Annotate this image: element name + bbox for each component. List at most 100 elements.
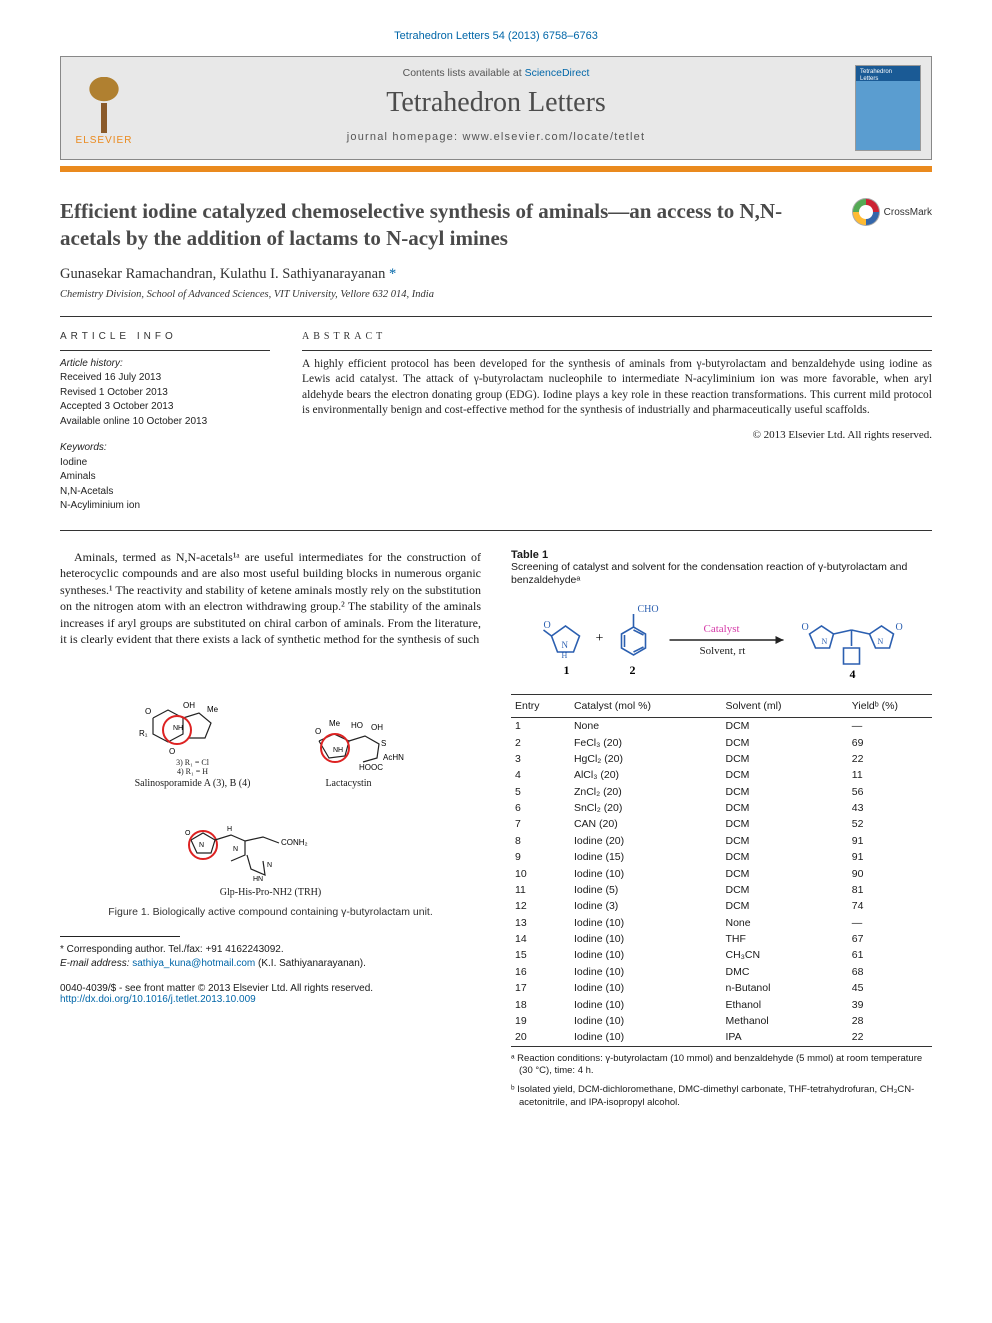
body-two-col: Aminals, termed as N,N-acetals¹ᵃ are use… (60, 549, 932, 1110)
svg-text:H: H (562, 651, 568, 660)
figure-1: OH O O Me R₁ NH 3) R₁ = Cl 4) R₁ = H Sal… (60, 668, 481, 918)
table-cell: 81 (848, 882, 932, 898)
issn-line: 0040-4039/$ - see front matter © 2013 El… (60, 983, 481, 1005)
table-cell: DCM (721, 751, 847, 767)
svg-text:O: O (896, 622, 903, 633)
table-cell: Iodine (10) (570, 915, 722, 931)
rule-bottom (60, 530, 932, 531)
table-cell: 7 (511, 816, 570, 832)
table-cell: Iodine (10) (570, 1013, 722, 1029)
table-1: Entry Catalyst (mol %) Solvent (ml) Yiel… (511, 694, 932, 1047)
info-abstract-row: article info Article history: Received 1… (60, 323, 932, 514)
table-cell: 2 (511, 734, 570, 750)
right-col: Table 1 Screening of catalyst and solven… (511, 549, 932, 1110)
page-root: Tetrahedron Letters 54 (2013) 6758–6763 … (0, 0, 992, 1150)
table-cell: SnCl₂ (20) (570, 800, 722, 816)
table-row: 1NoneDCM— (511, 718, 932, 735)
table-cell: 20 (511, 1029, 570, 1046)
keywords-list: Iodine Aminals N,N-Acetals N-Acyliminium… (60, 456, 270, 514)
svg-text:HN: HN (253, 876, 263, 883)
svg-text:N: N (267, 862, 272, 869)
svg-text:Me: Me (329, 719, 341, 728)
table-cell: DCM (721, 800, 847, 816)
col-solvent: Solvent (ml) (721, 695, 847, 718)
table-cell: DCM (721, 833, 847, 849)
history-revised: Revised 1 October 2013 (60, 387, 168, 398)
table-cell: 68 (848, 964, 932, 980)
table-cell: Iodine (3) (570, 898, 722, 914)
svg-text:H: H (227, 826, 232, 833)
svg-text:HOOC: HOOC (359, 763, 383, 772)
email-label: E-mail address: (60, 958, 132, 969)
table-cell: Iodine (10) (570, 964, 722, 980)
table-cell: — (848, 915, 932, 931)
title-row: Efficient iodine catalyzed chemoselectiv… (60, 198, 932, 252)
mol3-name: Glp-His-Pro-NH2 (TRH) (171, 887, 371, 898)
table-cell: DCM (721, 784, 847, 800)
table-cell: THF (721, 931, 847, 947)
table-cell: Iodine (10) (570, 1029, 722, 1046)
top-citation: Tetrahedron Letters 54 (2013) 6758–6763 (60, 30, 932, 42)
journal-cover-thumb (855, 65, 921, 151)
article-info-heading: article info (60, 331, 270, 342)
table-cell: 15 (511, 947, 570, 963)
figure-row-1: OH O O Me R₁ NH 3) R₁ = Cl 4) R₁ = H Sal… (60, 668, 481, 789)
col-catalyst: Catalyst (mol %) (570, 695, 722, 718)
article-title: Efficient iodine catalyzed chemoselectiv… (60, 198, 836, 252)
sciencedirect-link[interactable]: ScienceDirect (525, 67, 590, 79)
cover-thumb-box (845, 57, 931, 159)
table-cell: Iodine (10) (570, 996, 722, 1012)
table-cell: 43 (848, 800, 932, 816)
table-cell: CAN (20) (570, 816, 722, 832)
molecule-trh: N O H N CONH₂ HN N (171, 795, 371, 898)
doi-link[interactable]: http://dx.doi.org/10.1016/j.tetlet.2013.… (60, 994, 256, 1005)
svg-text:NH: NH (333, 747, 343, 754)
history-online: Available online 10 October 2013 (60, 416, 207, 427)
scheme-solvent: Solvent, rt (700, 645, 746, 657)
table-cell: 56 (848, 784, 932, 800)
journal-name: Tetrahedron Letters (147, 87, 845, 119)
scheme-catalyst: Catalyst (704, 623, 740, 635)
svg-text:N: N (233, 846, 238, 853)
table-cell: 90 (848, 865, 932, 881)
svg-text:OH: OH (183, 701, 195, 710)
svg-text:Me: Me (207, 705, 219, 714)
table-cell: 67 (848, 931, 932, 947)
table-cell: Iodine (10) (570, 980, 722, 996)
mol2-name: Lactacystin (289, 778, 409, 789)
issn-text: 0040-4039/$ - see front matter © 2013 El… (60, 983, 373, 994)
masthead: ELSEVIER Contents lists available at Sci… (60, 56, 932, 160)
table-cell: 17 (511, 980, 570, 996)
abstract-copyright: © 2013 Elsevier Ltd. All rights reserved… (302, 429, 932, 441)
accent-bar (60, 166, 932, 172)
table-cell: 10 (511, 865, 570, 881)
table-row: 10Iodine (10)DCM90 (511, 865, 932, 881)
corresponding-marker[interactable]: * (389, 266, 396, 282)
table-cell: None (570, 718, 722, 735)
table-row: 8Iodine (20)DCM91 (511, 833, 932, 849)
table-row: 16Iodine (10)DMC68 (511, 964, 932, 980)
scheme-num-2: 2 (630, 663, 636, 677)
history-accepted: Accepted 3 October 2013 (60, 401, 173, 412)
masthead-center: Contents lists available at ScienceDirec… (147, 57, 845, 159)
svg-text:O: O (169, 747, 175, 756)
article-info-col: article info Article history: Received 1… (60, 323, 270, 514)
table-row: 18Iodine (10)Ethanol39 (511, 996, 932, 1012)
table-cell: DCM (721, 734, 847, 750)
keyword: Iodine (60, 457, 87, 468)
col-entry: Entry (511, 695, 570, 718)
crossmark-widget[interactable]: CrossMark (852, 198, 932, 226)
svg-text:N: N (562, 640, 569, 650)
email-link[interactable]: sathiya_kuna@hotmail.com (132, 958, 255, 969)
crossmark-icon (852, 198, 880, 226)
table-row: 4AlCl₃ (20)DCM11 (511, 767, 932, 783)
abstract-col: abstract A highly efficient protocol has… (302, 323, 932, 514)
elsevier-tree-icon (76, 77, 132, 133)
table-cell: 1 (511, 718, 570, 735)
figure-1-caption: Figure 1. Biologically active compound c… (60, 906, 481, 918)
table-cell: Methanol (721, 1013, 847, 1029)
table-1-label: Table 1 (511, 549, 932, 561)
corr-footnote: * Corresponding author. Tel./fax: +91 41… (60, 943, 481, 957)
molecule-salinosporamide: OH O O Me R₁ NH 3) R₁ = Cl 4) R₁ = H Sal… (133, 668, 253, 789)
authors-text: Gunasekar Ramachandran, Kulathu I. Sathi… (60, 266, 389, 282)
